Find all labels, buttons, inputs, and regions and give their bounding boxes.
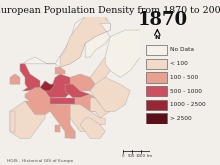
Polygon shape — [90, 77, 130, 111]
Text: > 2500: > 2500 — [170, 116, 191, 121]
Text: 1000 - 2500: 1000 - 2500 — [170, 102, 205, 107]
Bar — [146, 45, 167, 55]
Polygon shape — [55, 125, 60, 132]
Text: < 100: < 100 — [170, 61, 187, 66]
Polygon shape — [40, 81, 55, 91]
Bar — [146, 114, 167, 124]
Polygon shape — [10, 74, 20, 84]
Polygon shape — [70, 104, 105, 132]
Text: N: N — [155, 35, 160, 40]
Bar — [146, 59, 167, 69]
Text: HGIS - Historical GIS of Europe: HGIS - Historical GIS of Europe — [7, 159, 73, 163]
Polygon shape — [70, 74, 95, 91]
Polygon shape — [10, 111, 15, 132]
Polygon shape — [45, 74, 73, 98]
Polygon shape — [22, 16, 110, 67]
Text: 500: 500 — [128, 154, 136, 158]
Text: 0: 0 — [122, 154, 125, 158]
Polygon shape — [50, 98, 75, 104]
Bar — [146, 100, 167, 110]
Polygon shape — [65, 84, 90, 98]
Bar — [146, 86, 167, 96]
Polygon shape — [50, 104, 75, 138]
Polygon shape — [75, 94, 100, 111]
Polygon shape — [10, 101, 45, 138]
Polygon shape — [85, 23, 110, 57]
Text: km: km — [147, 154, 153, 158]
Polygon shape — [90, 57, 110, 84]
Text: 100 - 500: 100 - 500 — [170, 75, 198, 80]
Polygon shape — [60, 16, 110, 67]
Text: 500 - 1000: 500 - 1000 — [170, 89, 202, 94]
Polygon shape — [55, 67, 65, 74]
Text: European Population Density from 1870 to 2000: European Population Density from 1870 to… — [0, 6, 220, 15]
Polygon shape — [65, 132, 75, 138]
Polygon shape — [90, 98, 110, 118]
Polygon shape — [105, 30, 140, 77]
Polygon shape — [25, 88, 55, 115]
Polygon shape — [80, 118, 105, 138]
Bar — [146, 72, 167, 82]
Text: 1870: 1870 — [138, 11, 188, 29]
Text: No Data: No Data — [170, 48, 194, 52]
Polygon shape — [20, 64, 40, 91]
Text: 1000: 1000 — [136, 154, 146, 158]
